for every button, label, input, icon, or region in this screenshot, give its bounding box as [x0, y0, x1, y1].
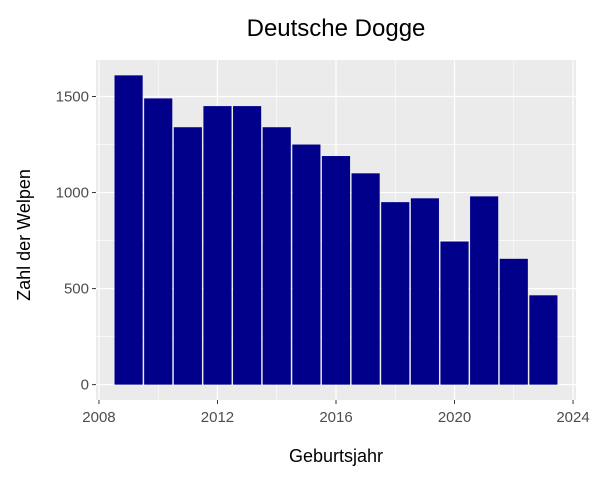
bar-2022: [499, 258, 528, 385]
bar-2020: [440, 241, 469, 385]
y-tick-label: 0: [81, 377, 89, 394]
y-tick-label: 1000: [56, 185, 89, 202]
x-tick-label: 2008: [82, 409, 115, 426]
bar-2012: [203, 106, 232, 385]
bar-2013: [233, 106, 262, 385]
x-tick-label: 2024: [556, 409, 589, 426]
x-tick-label: 2012: [201, 409, 234, 426]
bar-2017: [351, 173, 380, 385]
x-tick-label: 2016: [319, 409, 352, 426]
y-axis: 0 500 1000 1500: [56, 88, 96, 394]
x-axis: 2008 2012 2016 2020 2024: [82, 400, 590, 426]
x-axis-label: Geburtsjahr: [289, 446, 383, 466]
bar-2018: [381, 202, 410, 385]
y-tick-label: 1500: [56, 88, 89, 105]
y-axis-label: Zahl der Welpen: [14, 169, 34, 301]
bar-2014: [262, 127, 291, 385]
bar-2019: [410, 198, 439, 385]
bar-2023: [529, 295, 558, 385]
bar-2011: [173, 127, 202, 385]
bar-2021: [470, 196, 499, 385]
bar-2016: [321, 156, 351, 385]
bar-2009: [114, 75, 143, 385]
bar-2015: [292, 144, 321, 385]
bars: [114, 75, 558, 385]
chart-title: Deutsche Dogge: [247, 15, 426, 42]
x-tick-label: 2020: [438, 409, 471, 426]
bar-2010: [144, 98, 173, 385]
y-tick-label: 500: [64, 281, 89, 298]
